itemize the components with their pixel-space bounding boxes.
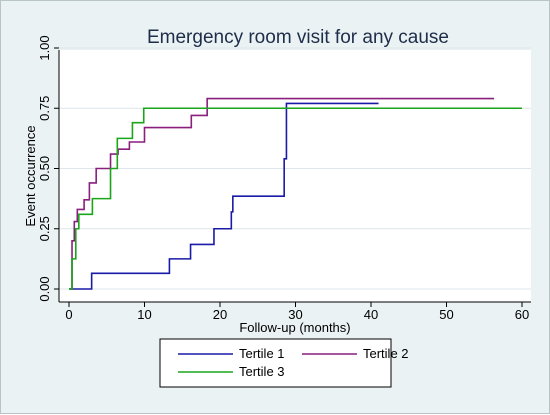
legend-label-tertile-1: Tertile 1	[239, 346, 285, 361]
x-tick-label: 50	[439, 307, 453, 322]
x-tick-label: 30	[288, 307, 302, 322]
series-line-tertile-3	[69, 107, 522, 290]
legend	[159, 338, 392, 388]
y-tick-label: 0.50	[37, 156, 52, 181]
series-line-tertile-2	[69, 97, 495, 290]
x-tick-label: 40	[364, 307, 378, 322]
chart-title: Emergency room visit for any cause	[147, 27, 449, 48]
x-tick-label: 0	[65, 307, 72, 322]
series-line-tertile-1	[69, 102, 379, 290]
y-axis-title: Event occurrence	[23, 125, 38, 226]
y-tick-label: 0.75	[37, 96, 52, 121]
x-axis-title: Follow-up (months)	[239, 320, 350, 335]
x-tick-label: 20	[213, 307, 227, 322]
y-tick-label: 0.25	[37, 216, 52, 241]
legend-label-tertile-2: Tertile 2	[363, 346, 409, 361]
y-tick-label: 0.00	[37, 276, 52, 301]
y-tick-label: 1.00	[37, 35, 52, 60]
x-tick-label: 10	[137, 307, 151, 322]
legend-label-tertile-3: Tertile 3	[239, 364, 285, 379]
x-tick-label: 60	[515, 307, 529, 322]
plot-area	[59, 50, 531, 302]
